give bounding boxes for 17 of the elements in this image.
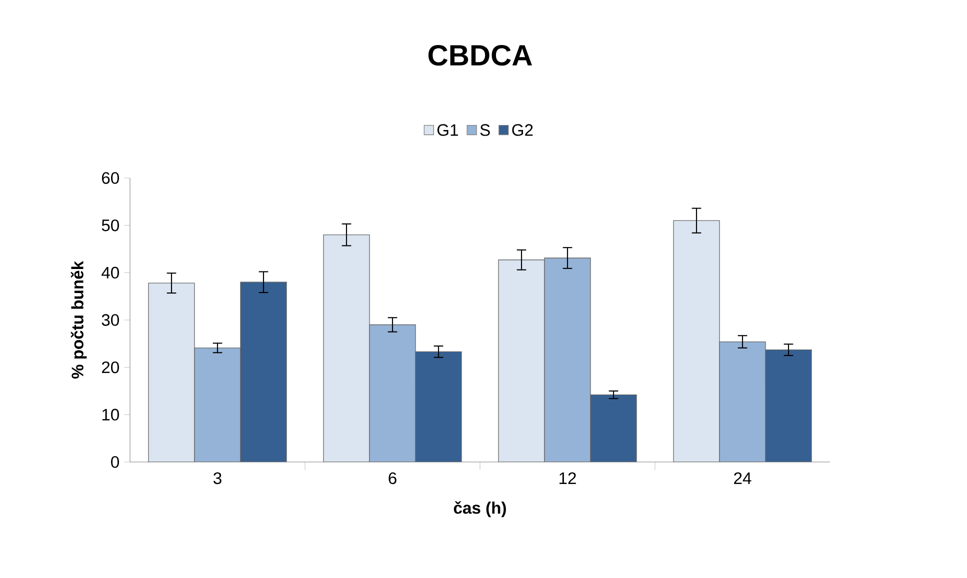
x-tick-label: 3 xyxy=(214,472,222,484)
y-tick-label: 30 xyxy=(102,314,119,326)
y-tick-label: 60 xyxy=(102,172,119,184)
y-tick-label: 40 xyxy=(102,266,119,279)
legend-label: G2 xyxy=(512,124,533,136)
y-tick-label: 50 xyxy=(102,219,119,232)
x-axis-title: čas (h) xyxy=(454,501,506,518)
legend-label: S xyxy=(480,124,490,136)
y-axis-title: % počtu buněk xyxy=(70,260,87,379)
x-tick-label: 6 xyxy=(388,472,396,484)
legend-label: G1 xyxy=(437,124,458,136)
y-tick-label: 10 xyxy=(102,408,119,421)
chart-title: CBDCA xyxy=(428,44,532,66)
y-tick-label: 0 xyxy=(111,456,119,468)
y-tick-label: 20 xyxy=(102,361,119,374)
x-tick-label: 24 xyxy=(734,472,752,484)
x-tick-label: 12 xyxy=(560,472,576,484)
